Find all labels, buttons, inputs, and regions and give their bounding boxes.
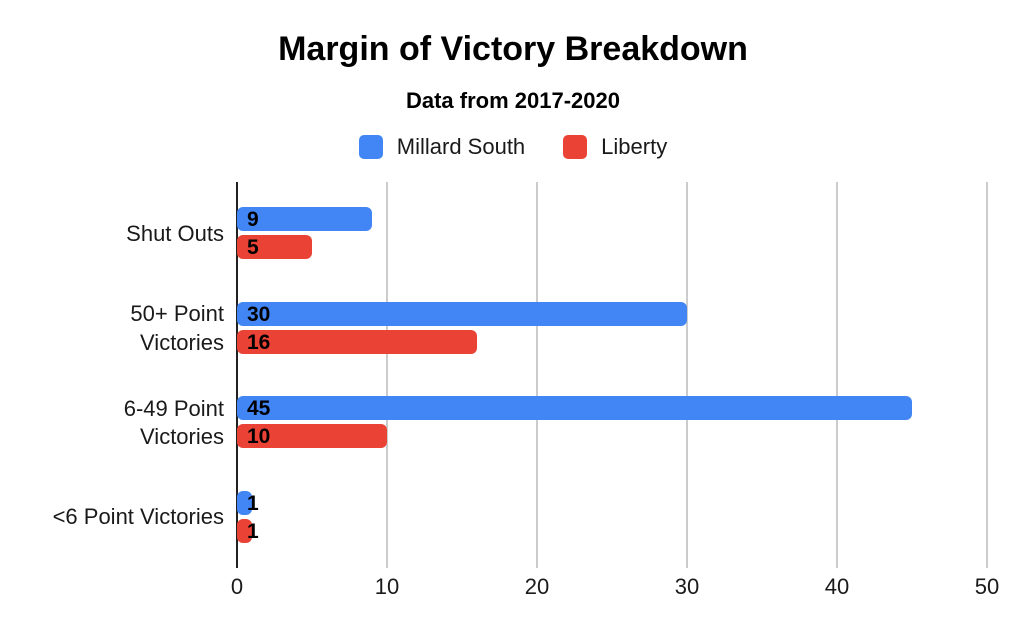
x-tick-label: 30 bbox=[674, 574, 700, 599]
bar-value-label: 16 bbox=[247, 330, 271, 354]
bar-liberty-6-49-point-victories bbox=[237, 424, 387, 448]
x-tick-label: 10 bbox=[374, 574, 400, 599]
bar-value-label: 9 bbox=[247, 208, 259, 231]
chart-title: Margin of Victory Breakdown bbox=[278, 30, 748, 68]
bar-liberty-6-point-victories bbox=[237, 518, 252, 543]
gridline bbox=[386, 182, 388, 568]
bar-millard-south-50-point-victories bbox=[237, 301, 687, 326]
bar-liberty-shut-outs bbox=[237, 235, 312, 259]
category-label-6-49-point-victories: 6-49 Point Victories bbox=[123, 395, 224, 450]
legend-item-liberty: Liberty bbox=[563, 134, 667, 160]
bar-value-label: 1 bbox=[247, 519, 259, 543]
bar-millard-south-6-49-point-victories bbox=[237, 396, 912, 420]
bar-value-label: 30 bbox=[247, 302, 271, 326]
x-tick-label: 40 bbox=[824, 574, 850, 599]
bar-value-label: 5 bbox=[247, 236, 259, 259]
gridline bbox=[836, 182, 838, 568]
legend-swatch-icon bbox=[358, 135, 383, 159]
legend-label: Liberty bbox=[601, 134, 668, 159]
bar-value-label: 10 bbox=[247, 425, 271, 448]
plot-area: 0 10 20 30 40 50 9 5 30 16 45 10 1 1 Shut Outs 50+ Poin… bbox=[0, 182, 1026, 599]
gridline bbox=[536, 182, 538, 568]
bar-liberty-50-point-victories bbox=[237, 329, 477, 354]
x-tick-label: 20 bbox=[524, 574, 550, 599]
category-label-6-point-victories: <6 Point Victories bbox=[52, 504, 224, 530]
category-label-shut-outs: Shut Outs bbox=[126, 220, 224, 246]
bar-millard-south-shut-outs bbox=[237, 207, 372, 231]
chart-subtitle: Data from 2017-2020 bbox=[405, 88, 620, 113]
legend-item-millard-south: Millard South bbox=[358, 134, 526, 160]
legend-label: Millard South bbox=[396, 134, 526, 159]
x-tick-label: 50 bbox=[974, 574, 1000, 599]
legend-swatch-icon bbox=[563, 135, 588, 159]
bar-millard-south-6-point-victories bbox=[237, 490, 252, 515]
grid-area: 0 10 20 30 40 50 9 5 30 16 45 10 1 1 bbox=[231, 182, 999, 599]
x-tick-label: 0 bbox=[230, 574, 244, 599]
y-axis-line bbox=[236, 182, 238, 568]
bar-value-label: 45 bbox=[247, 397, 271, 420]
gridline bbox=[986, 182, 988, 568]
bar-value-label: 1 bbox=[247, 491, 259, 515]
category-label-50-point-victories: 50+ Point Victories bbox=[130, 301, 224, 355]
legend: Millard South Liberty bbox=[0, 134, 1026, 160]
gridline bbox=[686, 182, 688, 568]
